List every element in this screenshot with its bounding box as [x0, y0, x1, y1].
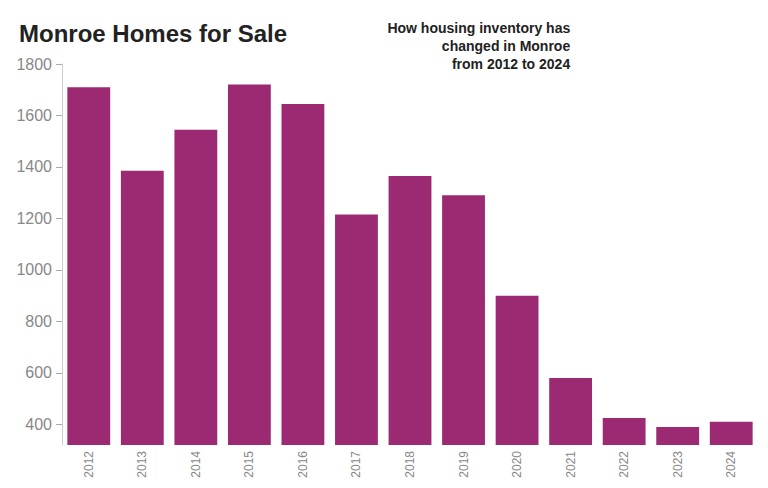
svg-text:2017: 2017 — [349, 451, 363, 478]
svg-text:1600: 1600 — [16, 107, 52, 124]
svg-text:2015: 2015 — [242, 451, 256, 478]
svg-text:2023: 2023 — [671, 451, 685, 478]
svg-text:2020: 2020 — [510, 451, 524, 478]
svg-text:2021: 2021 — [564, 451, 578, 478]
svg-text:2014: 2014 — [189, 451, 203, 478]
svg-text:changed in Monroe: changed in Monroe — [442, 38, 571, 54]
svg-text:2024: 2024 — [724, 451, 738, 478]
svg-text:from 2012 to 2024: from 2012 to 2024 — [452, 56, 570, 72]
svg-text:2016: 2016 — [296, 451, 310, 478]
svg-text:How housing inventory has: How housing inventory has — [387, 20, 570, 36]
svg-text:2022: 2022 — [617, 451, 631, 478]
svg-text:800: 800 — [25, 313, 52, 330]
svg-text:2012: 2012 — [82, 451, 96, 478]
svg-text:2013: 2013 — [135, 451, 149, 478]
svg-text:1800: 1800 — [16, 56, 52, 73]
svg-text:2019: 2019 — [457, 451, 471, 478]
svg-text:1000: 1000 — [16, 261, 52, 278]
svg-text:Monroe Homes for Sale: Monroe Homes for Sale — [19, 20, 287, 47]
svg-text:600: 600 — [25, 364, 52, 381]
svg-text:400: 400 — [25, 416, 52, 433]
svg-text:1200: 1200 — [16, 210, 52, 227]
svg-text:1400: 1400 — [16, 158, 52, 175]
svg-text:2018: 2018 — [403, 451, 417, 478]
